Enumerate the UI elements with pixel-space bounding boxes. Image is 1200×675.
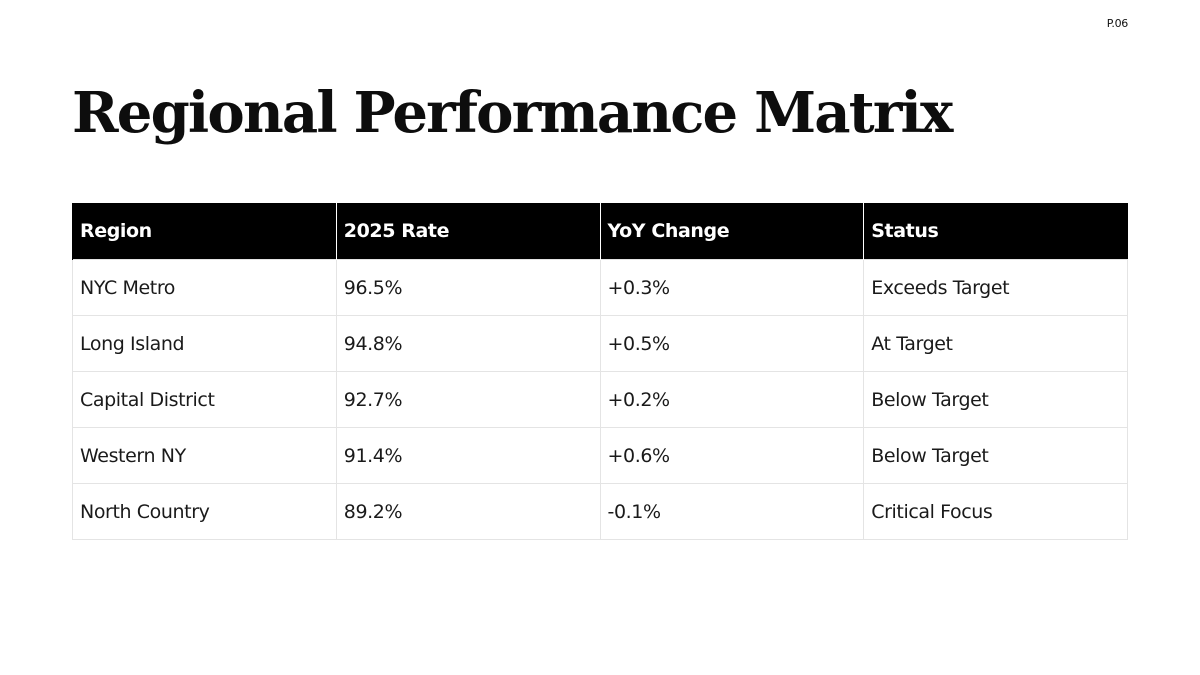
yoy-change-cell: +0.6% <box>599 427 865 484</box>
yoy-change-cell: +0.2% <box>599 371 865 428</box>
region-cell: Long Island <box>72 315 337 372</box>
page-number: P.06 <box>1106 17 1129 30</box>
status-cell: Below Target <box>863 371 1128 428</box>
header-yoy-change: YoY Change <box>599 203 864 260</box>
region-cell: North Country <box>72 483 337 540</box>
rate-cell: 89.2% <box>335 483 601 540</box>
region-cell: Western NY <box>72 427 337 484</box>
yoy-change-cell: +0.5% <box>599 315 865 372</box>
table-row: Long Island 94.8% +0.5% At Target <box>72 315 1128 372</box>
header-region: Region <box>72 203 337 260</box>
status-cell: At Target <box>863 315 1128 372</box>
header-rate: 2025 Rate <box>335 203 600 260</box>
status-cell: Below Target <box>863 427 1128 484</box>
status-cell: Exceeds Target <box>863 259 1128 316</box>
performance-table: Region 2025 Rate YoY Change Status NYC M… <box>72 203 1128 540</box>
rate-cell: 94.8% <box>335 315 601 372</box>
table-row: Capital District 92.7% +0.2% Below Targe… <box>72 371 1128 428</box>
page-title: Regional Performance Matrix <box>72 80 953 146</box>
table-row: Western NY 91.4% +0.6% Below Target <box>72 427 1128 484</box>
status-cell: Critical Focus <box>863 483 1128 540</box>
region-cell: Capital District <box>72 371 337 428</box>
region-cell: NYC Metro <box>72 259 337 316</box>
rate-cell: 92.7% <box>335 371 601 428</box>
header-status: Status <box>863 203 1128 260</box>
rate-cell: 91.4% <box>335 427 601 484</box>
yoy-change-cell: -0.1% <box>599 483 865 540</box>
table-header-row: Region 2025 Rate YoY Change Status <box>72 203 1128 260</box>
rate-cell: 96.5% <box>335 259 601 316</box>
table-row: NYC Metro 96.5% +0.3% Exceeds Target <box>72 259 1128 316</box>
yoy-change-cell: +0.3% <box>599 259 865 316</box>
table-row: North Country 89.2% -0.1% Critical Focus <box>72 483 1128 540</box>
